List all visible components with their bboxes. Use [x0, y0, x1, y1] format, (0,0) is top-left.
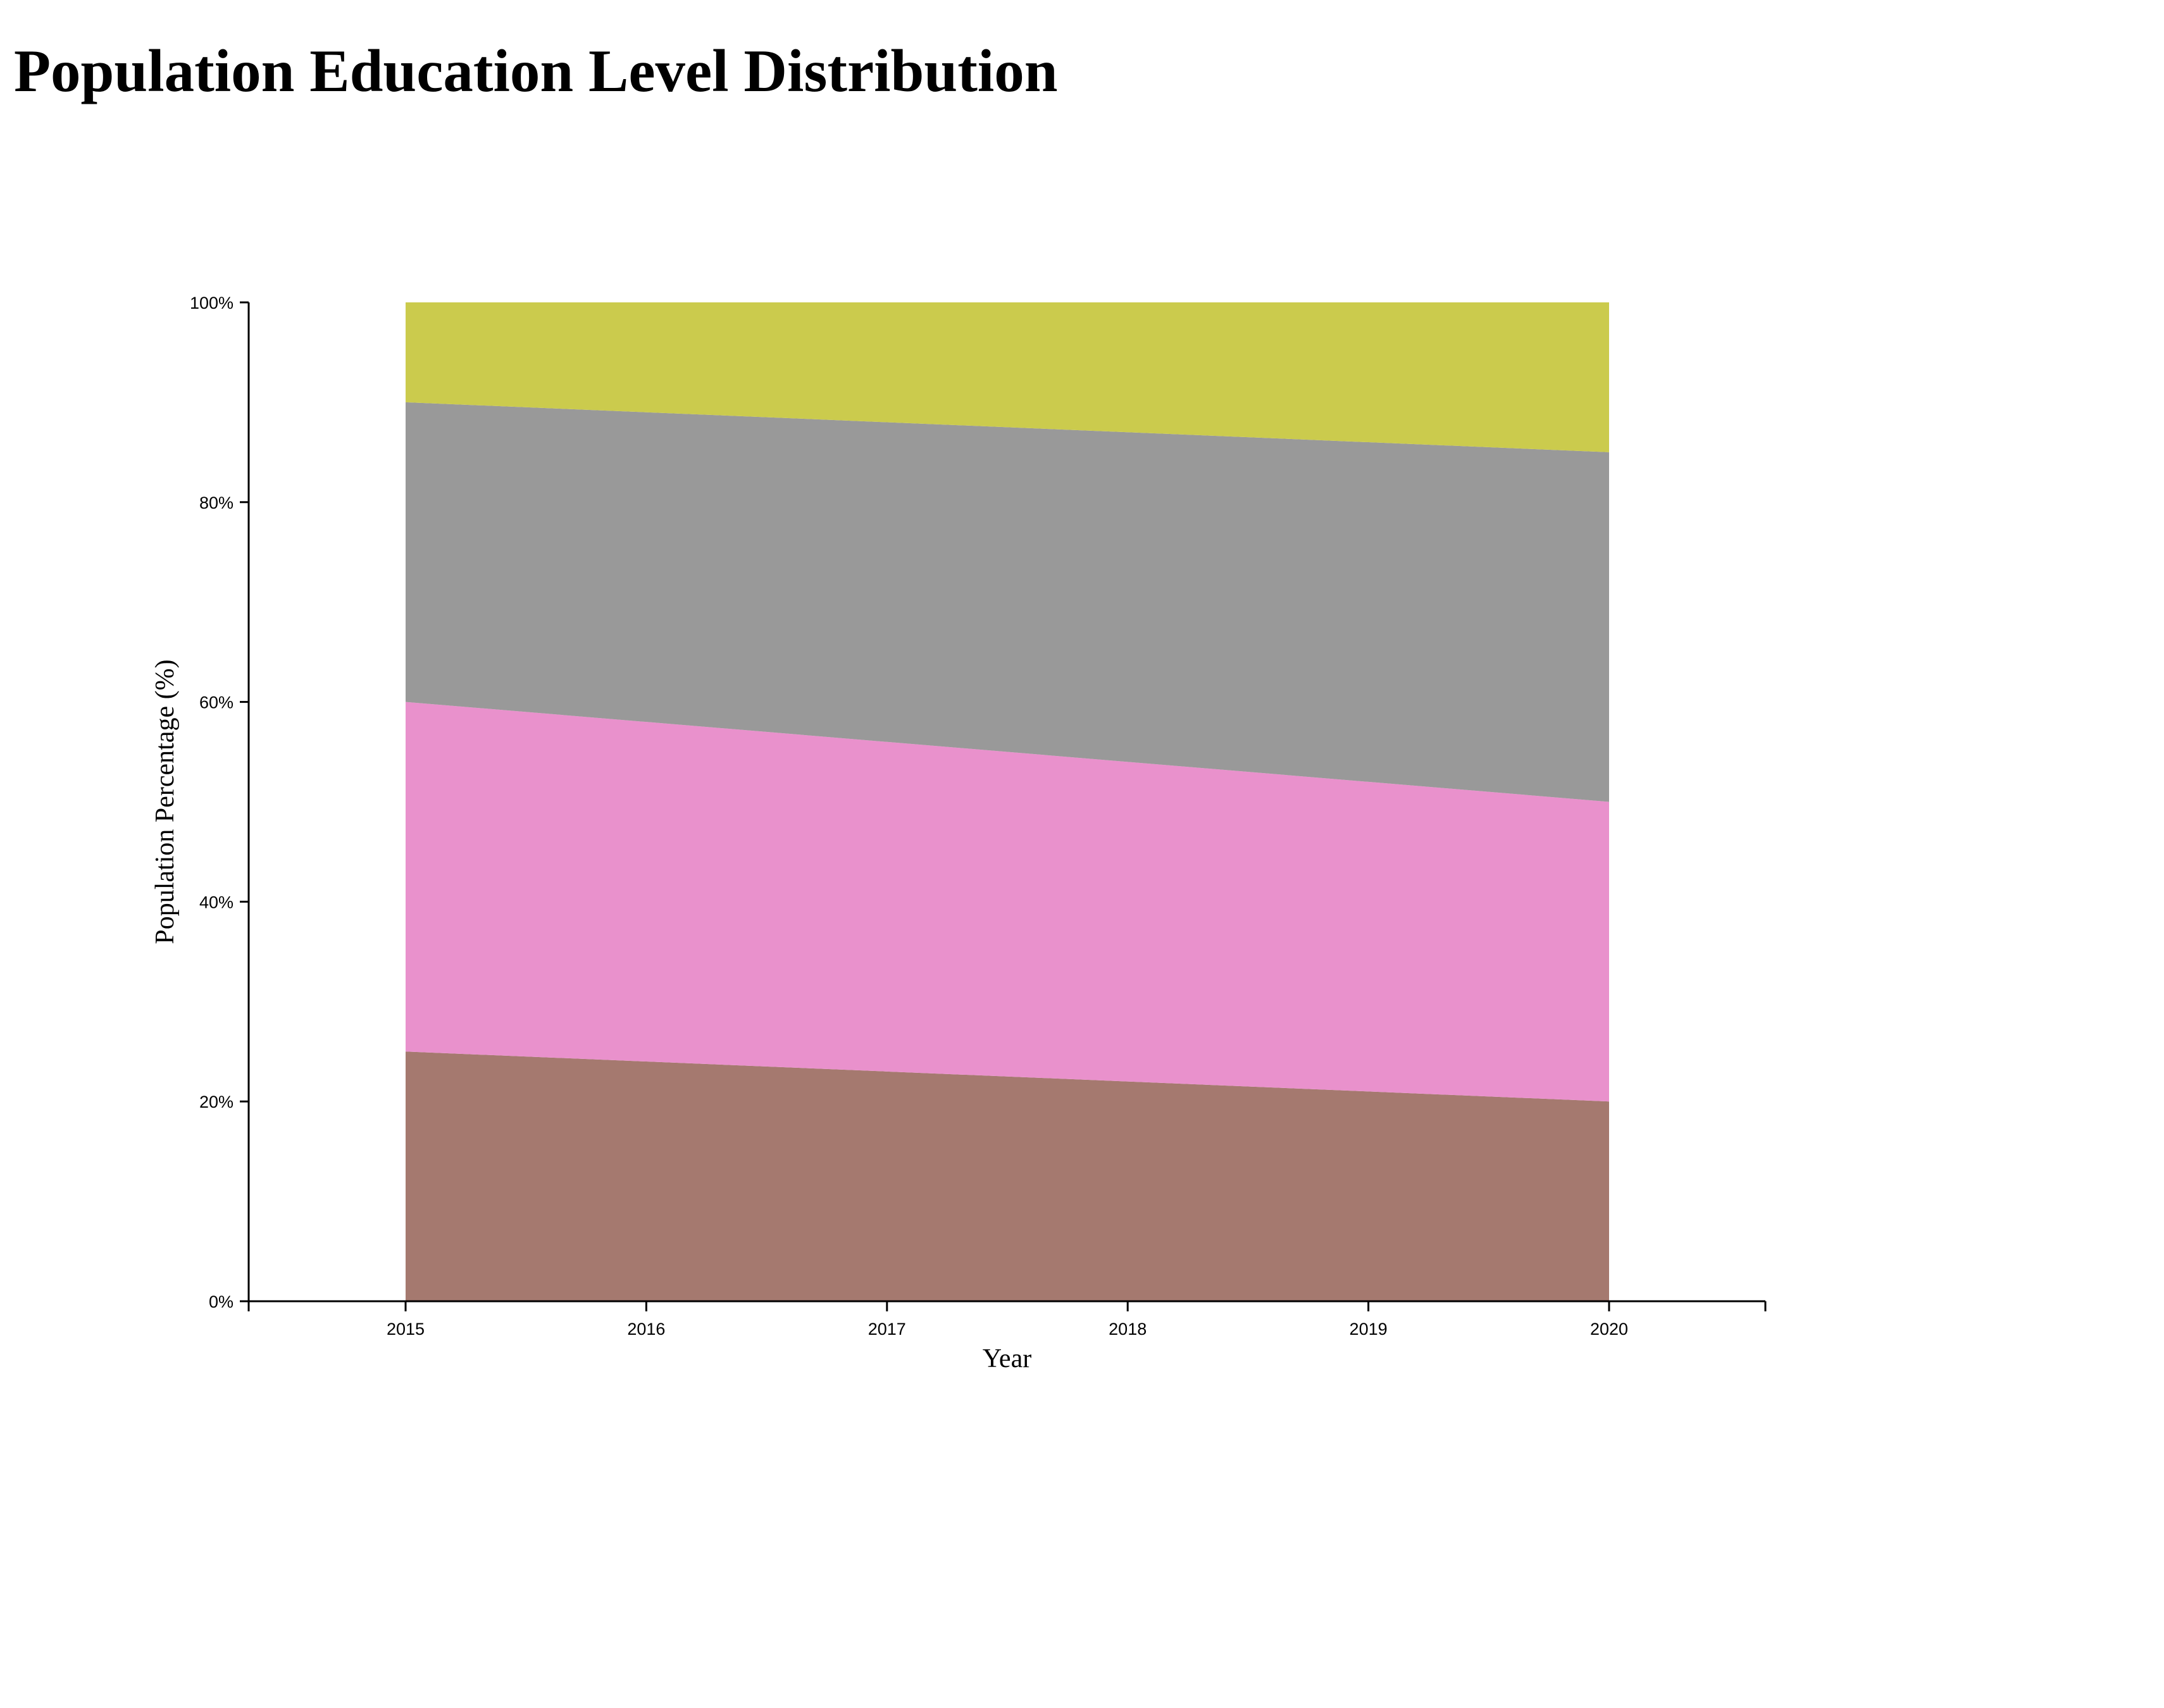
area-layer-2	[406, 702, 1609, 1102]
area-layer-4	[406, 302, 1609, 452]
x-tick-label: 2018	[1109, 1320, 1147, 1339]
area-layers	[406, 302, 1609, 1301]
x-tick-label: 2017	[868, 1320, 906, 1339]
y-axis-title: Population Percentage (%)	[151, 659, 180, 944]
x-tick-label: 2016	[627, 1320, 665, 1339]
y-tick-label: 40%	[199, 893, 233, 912]
y-tick-label: 60%	[199, 693, 233, 712]
y-tick-label: 80%	[199, 493, 233, 512]
y-axis: 0% 20% 40% 60% 80% 100%	[190, 294, 250, 1311]
x-tick-label: 2015	[387, 1320, 425, 1339]
y-tick-label: 20%	[199, 1092, 233, 1111]
x-axis: 2015 2016 2017 2018 2019 2020	[247, 1300, 1767, 1339]
x-tick-label: 2019	[1350, 1320, 1388, 1339]
x-tick-label: 2020	[1590, 1320, 1628, 1339]
area-layer-3	[406, 402, 1609, 802]
y-tick-label: 0%	[209, 1292, 233, 1311]
area-layer-1	[406, 1051, 1609, 1301]
x-axis-title: Year	[983, 1344, 1031, 1373]
y-tick-label: 100%	[190, 294, 233, 313]
page-title: Population Education Level Distribution	[14, 37, 1058, 104]
